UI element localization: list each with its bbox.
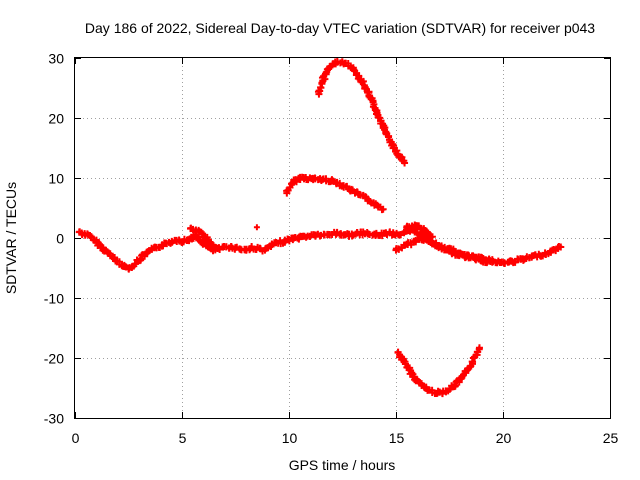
x-tick-label: 15 bbox=[389, 430, 405, 446]
y-tick-label: 30 bbox=[48, 51, 64, 67]
series-bump-6h bbox=[187, 224, 220, 252]
axis-ticks bbox=[75, 58, 611, 419]
series-baseline bbox=[75, 226, 565, 273]
y-tick-label: 20 bbox=[48, 111, 64, 127]
y-tick-label: -10 bbox=[44, 291, 64, 307]
data-point bbox=[212, 244, 220, 252]
tick-labels: 0 5 10 15 20 25 -30 -20 -10 0 10 20 30 bbox=[44, 51, 619, 447]
x-tick-label: 25 bbox=[603, 430, 619, 446]
data-point bbox=[428, 233, 436, 241]
series-isolated bbox=[253, 224, 260, 231]
data-point bbox=[401, 159, 409, 167]
x-tick-label: 20 bbox=[496, 430, 512, 446]
data-point bbox=[379, 205, 387, 213]
data-points bbox=[75, 57, 565, 398]
data-point bbox=[317, 83, 325, 91]
y-tick-label: -30 bbox=[44, 411, 64, 427]
data-point bbox=[488, 256, 496, 264]
series-arc-lower bbox=[394, 344, 483, 398]
data-point bbox=[326, 63, 334, 71]
series-arc-upper bbox=[314, 57, 409, 167]
plot-frame bbox=[74, 57, 611, 419]
data-point bbox=[322, 69, 330, 77]
grid bbox=[75, 58, 610, 418]
y-tick-label: -20 bbox=[44, 351, 64, 367]
x-tick-label: 5 bbox=[179, 430, 187, 446]
x-tick-label: 0 bbox=[72, 430, 80, 446]
data-point bbox=[557, 243, 565, 251]
x-tick-label: 10 bbox=[282, 430, 298, 446]
series-split-lower bbox=[392, 234, 496, 265]
data-point bbox=[475, 344, 483, 352]
chart-title: Day 186 of 2022, Sidereal Day-to-day VTE… bbox=[85, 20, 595, 36]
data-point bbox=[401, 360, 409, 368]
y-axis-title: SDTVAR / TECUs bbox=[3, 182, 19, 294]
y-tick-label: 10 bbox=[48, 171, 64, 187]
series-split-upper bbox=[403, 221, 436, 241]
y-tick-label: 0 bbox=[56, 231, 64, 247]
x-axis-title: GPS time / hours bbox=[289, 457, 396, 473]
series-arc-10 bbox=[283, 173, 387, 214]
data-point bbox=[253, 224, 260, 231]
data-point bbox=[396, 231, 404, 239]
